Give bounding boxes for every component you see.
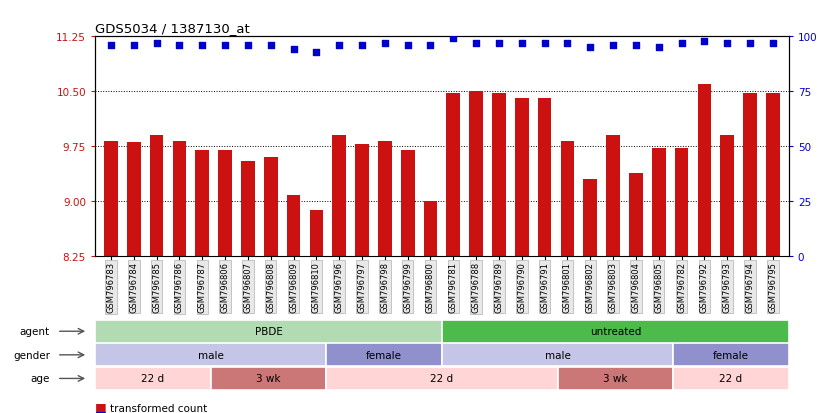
Bar xyxy=(95,344,326,366)
Bar xyxy=(211,367,326,390)
Point xyxy=(424,43,437,49)
Point xyxy=(264,43,278,49)
Point xyxy=(584,45,597,52)
Point xyxy=(469,40,482,47)
Point xyxy=(241,43,254,49)
Bar xyxy=(424,202,437,256)
Point xyxy=(538,40,551,47)
Text: ■: ■ xyxy=(95,408,107,413)
Bar xyxy=(561,142,574,256)
Text: transformed count: transformed count xyxy=(110,404,207,413)
Bar xyxy=(241,161,254,256)
Point xyxy=(173,43,186,49)
Point xyxy=(561,40,574,47)
Text: ■: ■ xyxy=(95,400,107,413)
Bar xyxy=(218,150,232,256)
Bar xyxy=(447,93,460,256)
Bar xyxy=(629,173,643,256)
Point xyxy=(218,43,231,49)
Point xyxy=(333,43,346,49)
Point xyxy=(196,43,209,49)
Bar xyxy=(310,210,323,256)
Bar xyxy=(332,136,346,256)
Text: age: age xyxy=(31,373,50,384)
Point xyxy=(606,43,620,49)
Text: male: male xyxy=(544,350,571,360)
Point xyxy=(629,43,643,49)
Point xyxy=(653,45,666,52)
Point xyxy=(401,43,415,49)
Text: male: male xyxy=(197,350,224,360)
Bar xyxy=(743,93,757,256)
Point xyxy=(698,38,711,45)
Bar xyxy=(442,344,673,366)
Text: 22 d: 22 d xyxy=(141,373,164,384)
Bar xyxy=(442,320,789,343)
Bar xyxy=(287,195,301,256)
Point xyxy=(720,40,733,47)
Bar xyxy=(558,367,673,390)
Bar xyxy=(492,93,506,256)
Point xyxy=(767,40,780,47)
Text: female: female xyxy=(713,350,749,360)
Bar xyxy=(673,344,789,366)
Bar xyxy=(538,99,552,256)
Bar xyxy=(583,180,597,256)
Text: untreated: untreated xyxy=(590,326,641,337)
Bar xyxy=(766,93,780,256)
Point xyxy=(310,49,323,56)
Bar xyxy=(469,92,483,256)
Text: 3 wk: 3 wk xyxy=(603,373,628,384)
Bar xyxy=(378,142,392,256)
Bar xyxy=(263,158,278,256)
Text: gender: gender xyxy=(13,350,50,360)
Text: percentile rank within the sample: percentile rank within the sample xyxy=(110,412,286,413)
Point xyxy=(104,43,117,49)
Bar xyxy=(515,99,529,256)
Bar xyxy=(196,150,209,256)
Bar xyxy=(652,149,666,256)
Text: GDS5034 / 1387130_at: GDS5034 / 1387130_at xyxy=(95,21,249,35)
Bar xyxy=(697,85,711,256)
Bar xyxy=(675,149,688,256)
Point xyxy=(355,43,368,49)
Bar xyxy=(95,367,211,390)
Text: female: female xyxy=(366,350,402,360)
Bar xyxy=(127,143,140,256)
Point xyxy=(127,43,140,49)
Point xyxy=(447,36,460,43)
Text: 3 wk: 3 wk xyxy=(256,373,281,384)
Text: agent: agent xyxy=(20,326,50,337)
Bar xyxy=(326,344,442,366)
Bar xyxy=(95,320,442,343)
Bar xyxy=(104,142,118,256)
Point xyxy=(287,47,300,54)
Point xyxy=(743,40,757,47)
Point xyxy=(378,40,392,47)
Bar xyxy=(173,142,187,256)
Point xyxy=(492,40,506,47)
Bar xyxy=(401,150,415,256)
Point xyxy=(515,40,529,47)
Bar xyxy=(355,145,369,256)
Bar xyxy=(673,367,789,390)
Bar xyxy=(150,136,164,256)
Text: 22 d: 22 d xyxy=(719,373,743,384)
Point xyxy=(675,40,688,47)
Bar xyxy=(606,136,620,256)
Bar xyxy=(720,136,734,256)
Point xyxy=(150,40,164,47)
Bar xyxy=(326,367,558,390)
Text: PBDE: PBDE xyxy=(254,326,282,337)
Text: 22 d: 22 d xyxy=(430,373,453,384)
